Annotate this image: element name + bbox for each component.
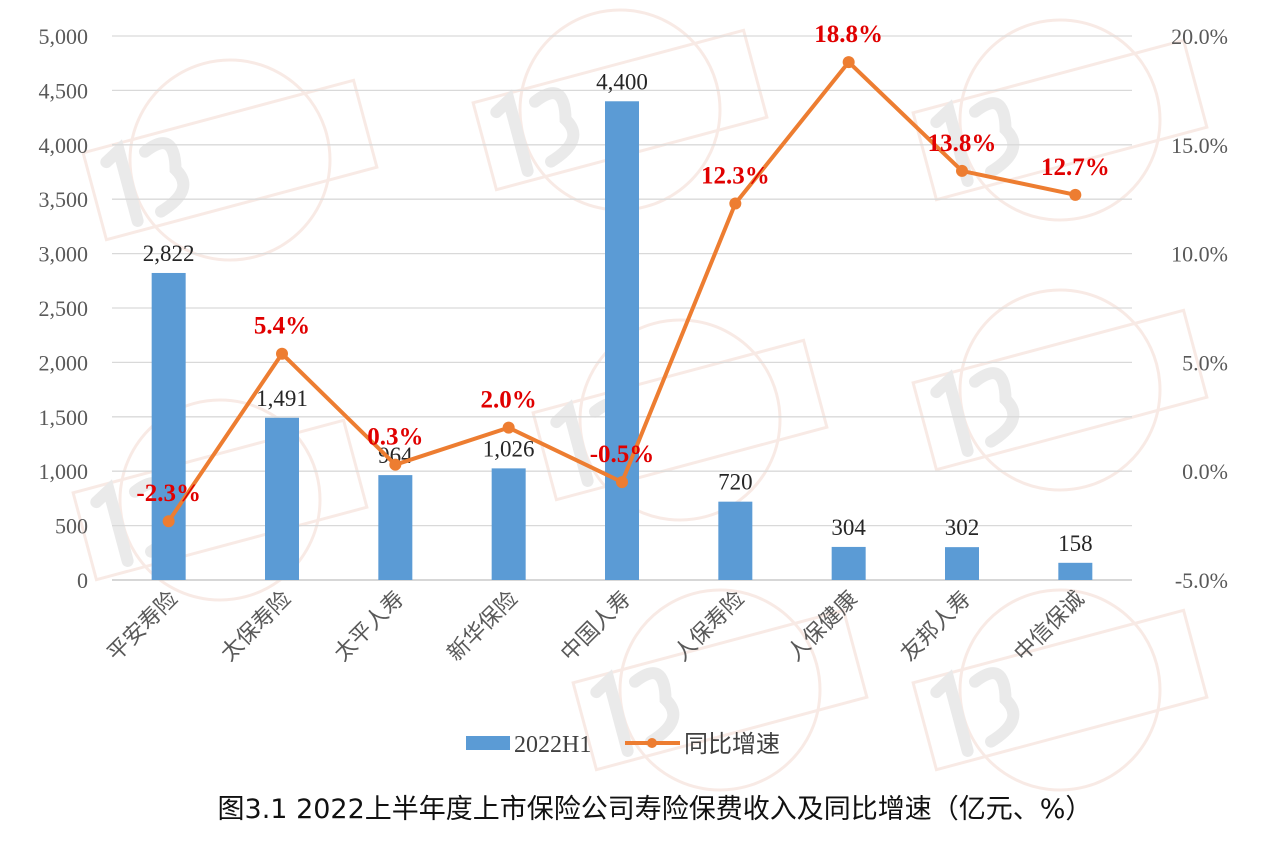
bar: [718, 501, 753, 580]
y-left-tick-label: 2,500: [39, 296, 89, 321]
line-point: [276, 347, 288, 360]
bar: [945, 547, 979, 580]
line-data-label: -0.5%: [590, 441, 655, 468]
y-right-tick-label: 0.0%: [1182, 459, 1228, 484]
y-left-tick-label: 4,500: [39, 78, 89, 103]
line-data-label: 18.8%: [814, 21, 883, 48]
category-label: 新华保险: [443, 587, 523, 667]
y-left-tick-label: 1,500: [39, 405, 89, 430]
bar: [265, 417, 299, 580]
bar-data-label: 1,026: [483, 436, 535, 461]
line-point: [162, 515, 175, 528]
watermark-mark: [590, 667, 680, 757]
line-point: [389, 458, 402, 471]
watermark-frame: [911, 38, 1209, 202]
bar-data-label: 302: [945, 515, 980, 540]
line-series: -2.3% 5.4% 0.3% 2.0% -0.5% 12.3% 18.8% 13.8% 12.…: [136, 21, 1110, 528]
watermark-frame: [71, 418, 369, 582]
category-label: 友邦人寿: [896, 587, 976, 667]
line-data-label: 5.4%: [254, 313, 310, 340]
watermark-logo: [71, 398, 369, 602]
watermark-frame: [81, 78, 379, 242]
watermark-ring: [118, 398, 322, 602]
bar: [605, 101, 639, 580]
bar-data-label: 1,491: [256, 386, 308, 411]
y-left-tick-label: 5,000: [39, 24, 89, 49]
bar-data-label: 720: [718, 470, 753, 495]
category-label: 人保健康: [783, 587, 863, 667]
watermark-mark: [930, 367, 1020, 457]
chart-title: 图3.1 2022上半年度上市保险公司寿险保费收入及同比增速（亿元、%）: [218, 794, 1093, 825]
watermark-logo: [471, 8, 769, 212]
line-point: [616, 476, 628, 489]
line-point: [729, 197, 742, 210]
category-label: 太平人寿: [330, 587, 410, 667]
y-left-tick-label: 3,500: [39, 187, 89, 212]
bar: [831, 546, 866, 580]
y-left-tick-label: 500: [55, 514, 88, 539]
line-point: [1069, 188, 1082, 201]
watermark-frame: [571, 608, 869, 772]
y-right-tick-label: 10.0%: [1171, 242, 1228, 267]
watermark-ring: [958, 288, 1162, 492]
line-data-label: -2.3%: [136, 480, 201, 507]
y-left-tick-label: 1,000: [39, 459, 89, 484]
watermark-mark: [490, 87, 580, 177]
y-right-tick-label: -5.0%: [1175, 568, 1228, 593]
line-data-label: 13.8%: [928, 130, 997, 157]
watermark-frame: [531, 338, 829, 502]
bar-data-label: 158: [1058, 531, 1093, 556]
line-data-label: 2.0%: [481, 387, 537, 414]
bar: [491, 468, 526, 580]
legend-swatch-marker: [647, 738, 657, 748]
line-data-label: 12.3%: [701, 163, 770, 190]
left-axis: 0 500 1,000 1,500 2,000 2,500 3,000 3,500 4,000 4…: [39, 24, 89, 593]
watermark-logo: [571, 588, 869, 792]
y-left-tick-label: 4,000: [39, 133, 89, 158]
watermark-logo: [911, 588, 1209, 792]
bar-data-label: 2,822: [143, 241, 195, 266]
y-right-tick-label: 5.0%: [1182, 350, 1228, 375]
watermark-logo: [531, 318, 829, 522]
watermark-mark: [930, 667, 1020, 757]
watermarks: [71, 8, 1209, 792]
legend-label-bar: 2022H1: [514, 732, 591, 758]
line-point: [502, 421, 515, 434]
bar: [1058, 562, 1093, 580]
watermark-logo: [911, 18, 1209, 222]
y-left-tick-label: 0: [77, 568, 88, 593]
category-label: 中国人寿: [556, 587, 636, 667]
legend: 2022H1 同比增速: [466, 731, 780, 758]
bar-data-label: 4,400: [596, 69, 648, 94]
bar-data-label: 304: [831, 515, 866, 540]
y-right-tick-label: 20.0%: [1171, 24, 1228, 49]
watermark-logo: [81, 58, 379, 262]
category-axis: 平安寿险 太保寿险 太平人寿 新华保险 中国人寿 人保寿险 人保健康 友邦人寿 中信保诚: [103, 587, 1090, 667]
watermark-mark: [100, 137, 190, 227]
watermark-frame: [911, 608, 1209, 772]
watermark-frame: [911, 308, 1209, 472]
bar: [151, 272, 186, 580]
line-data-label: 0.3%: [367, 424, 423, 451]
line-data-label: 12.7%: [1041, 154, 1110, 181]
legend-label-line: 同比增速: [684, 731, 780, 758]
y-left-tick-label: 3,000: [39, 242, 89, 267]
bar: [378, 475, 413, 580]
category-label: 平安寿险: [103, 587, 183, 667]
y-left-tick-label: 2,000: [39, 350, 89, 375]
watermark-mark: [930, 97, 1020, 187]
right-axis: -5.0% 0.0% 5.0% 10.0% 15.0% 20.0%: [1171, 24, 1228, 593]
legend-swatch-bar: [466, 736, 510, 750]
watermark-logo: [911, 288, 1209, 492]
line-point: [842, 56, 855, 69]
y-right-tick-label: 15.0%: [1171, 133, 1228, 158]
line-point: [956, 164, 968, 177]
